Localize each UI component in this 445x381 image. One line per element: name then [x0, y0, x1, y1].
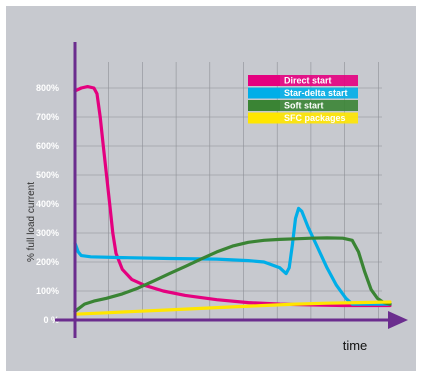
- legend-label: Soft start: [284, 101, 324, 111]
- legend-label: Direct start: [284, 76, 332, 86]
- y-tick-label: 500%: [36, 170, 59, 180]
- y-tick-label: 800%: [36, 83, 59, 93]
- legend-swatch: [248, 75, 280, 86]
- y-tick-labels: 0 % 100% 200% 300% 400% 500% 600% 700% 800%: [36, 83, 59, 325]
- legend-label: SFC packages: [284, 113, 346, 123]
- y-tick-label: 300%: [36, 228, 59, 238]
- series-lines: [73, 85, 392, 316]
- y-tick-label: 700%: [36, 112, 59, 122]
- legend-bar: [280, 112, 358, 124]
- y-tick-label: 0 %: [43, 315, 59, 325]
- panel-background: [6, 6, 416, 371]
- y-tick-label: 100%: [36, 286, 59, 296]
- legend-swatch: [248, 87, 280, 99]
- y-axis-label: % full load current: [26, 182, 37, 262]
- legend-bar: [280, 75, 358, 86]
- legend-swatch: [248, 100, 280, 111]
- y-tick-label: 200%: [36, 257, 59, 267]
- series-line-soft-start: [73, 236, 392, 313]
- x-axis-label: time: [343, 338, 368, 353]
- x-axis-arrow: [388, 311, 408, 329]
- y-tick-label: 600%: [36, 141, 59, 151]
- y-tick-label: 400%: [36, 199, 59, 209]
- legend: Direct start Star-delta start Soft start SF…: [248, 75, 358, 124]
- legend-bar: [280, 100, 358, 111]
- series-line-sfc-packages: [73, 300, 392, 316]
- series-line-star-delta-start: [73, 206, 392, 306]
- axes: [55, 42, 408, 338]
- legend-swatch: [248, 112, 280, 124]
- legend-label: Star-delta start: [284, 88, 348, 98]
- legend-bar: [280, 87, 358, 99]
